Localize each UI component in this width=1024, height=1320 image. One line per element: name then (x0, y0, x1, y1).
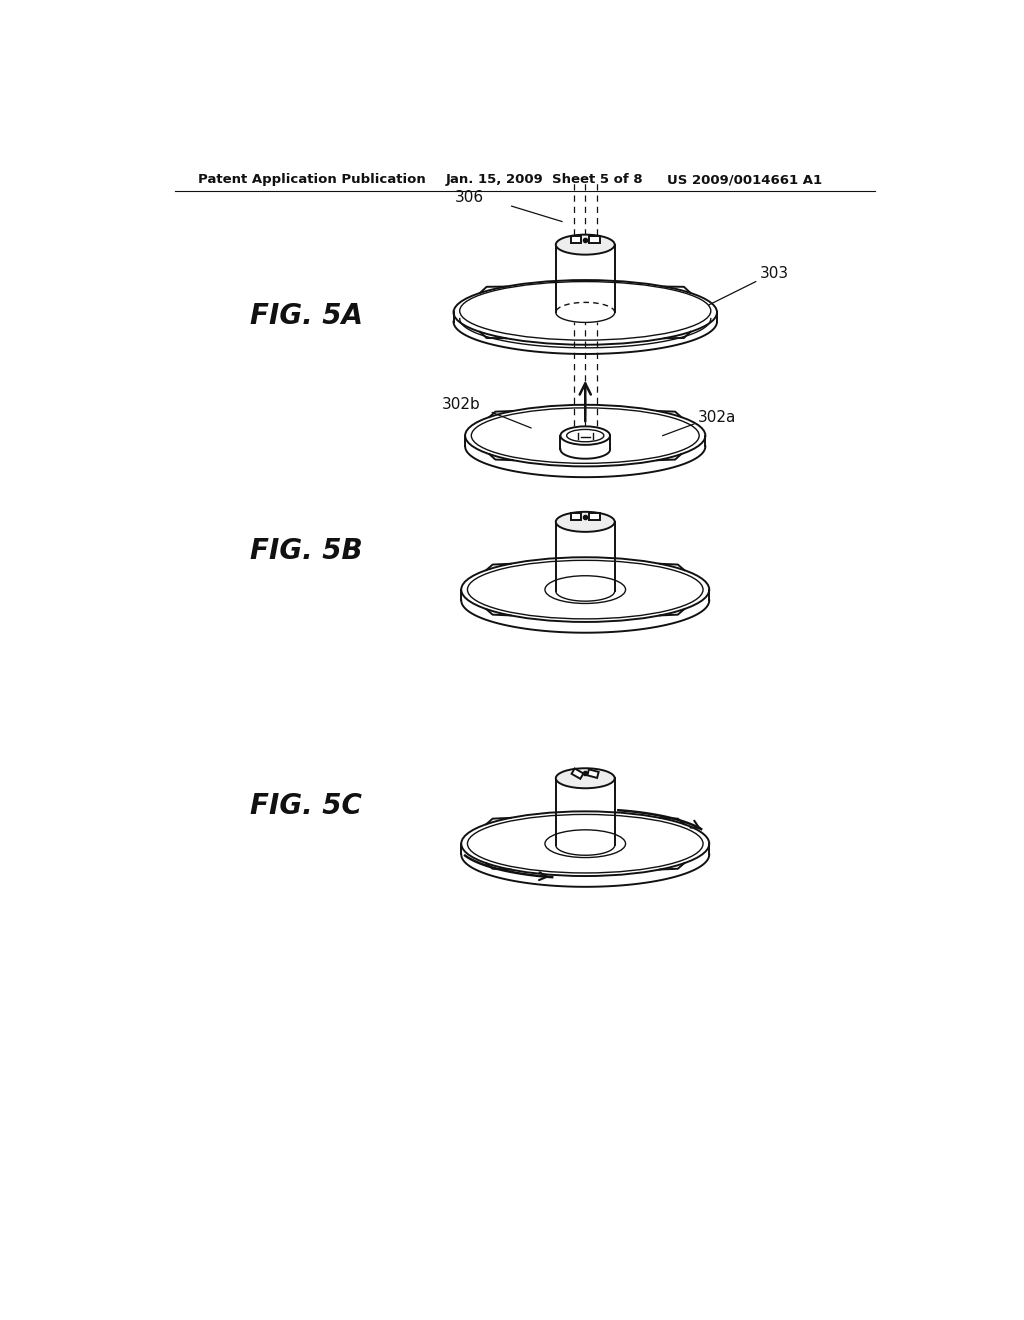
Bar (588, 770, 599, 777)
Text: 303: 303 (760, 265, 788, 281)
Text: FIG. 5A: FIG. 5A (251, 302, 364, 330)
FancyBboxPatch shape (570, 513, 582, 520)
FancyBboxPatch shape (589, 513, 600, 520)
Ellipse shape (556, 512, 614, 532)
Text: Jan. 15, 2009  Sheet 5 of 8: Jan. 15, 2009 Sheet 5 of 8 (445, 173, 643, 186)
FancyBboxPatch shape (589, 236, 600, 243)
Text: 302a: 302a (697, 409, 736, 425)
Bar (571, 768, 584, 779)
Text: FIG. 5B: FIG. 5B (251, 537, 364, 565)
FancyBboxPatch shape (570, 236, 582, 243)
Text: 302b: 302b (442, 396, 480, 412)
Text: FIG. 5C: FIG. 5C (251, 792, 362, 821)
Text: Patent Application Publication: Patent Application Publication (198, 173, 426, 186)
Ellipse shape (556, 768, 614, 788)
Ellipse shape (556, 235, 614, 255)
Text: 306: 306 (455, 190, 483, 206)
Text: US 2009/0014661 A1: US 2009/0014661 A1 (667, 173, 821, 186)
